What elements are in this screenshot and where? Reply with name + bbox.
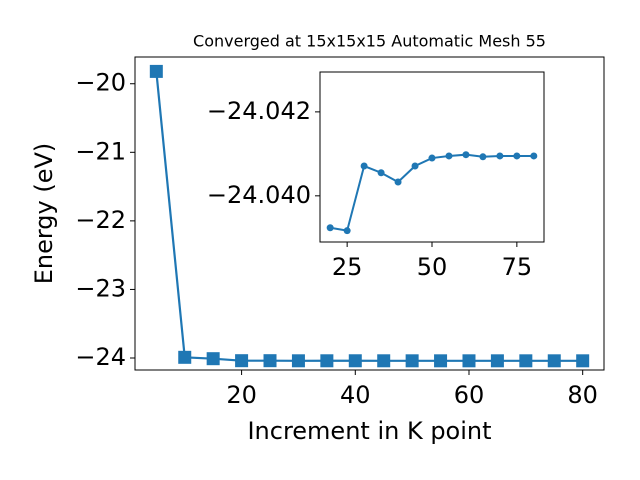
y-tick-label: −24.042 [207, 97, 311, 125]
y-tick-label: −21 [75, 137, 126, 165]
marker [149, 64, 163, 78]
marker [394, 178, 402, 186]
marker [360, 162, 368, 170]
x-axis-label: Increment in K point [247, 417, 491, 445]
marker [405, 354, 419, 368]
marker [411, 162, 419, 170]
marker [428, 154, 436, 162]
y-tick-label: −22 [75, 206, 126, 234]
marker [479, 153, 487, 161]
marker [547, 354, 561, 368]
marker [513, 152, 521, 160]
marker [445, 152, 453, 160]
marker [530, 152, 538, 160]
y-tick-label: −24 [75, 343, 126, 371]
marker [178, 350, 192, 364]
marker [326, 224, 334, 232]
x-tick-label: 80 [567, 381, 598, 409]
marker [490, 354, 504, 368]
marker [434, 354, 448, 368]
marker [377, 354, 391, 368]
marker [235, 354, 249, 368]
marker [206, 352, 220, 366]
x-tick-label: 20 [226, 381, 257, 409]
marker [348, 354, 362, 368]
marker [496, 152, 504, 160]
y-axis-label: Energy (eV) [30, 143, 58, 285]
marker [519, 354, 533, 368]
y-tick-label: −24.040 [207, 181, 311, 209]
marker [320, 354, 334, 368]
x-tick-label: 75 [502, 253, 533, 281]
x-tick-label: 50 [417, 253, 448, 281]
marker [291, 354, 305, 368]
x-tick-label: 25 [332, 253, 363, 281]
series-line [155, 71, 583, 362]
chart-title: Converged at 15x15x15 Automatic Mesh 55 [193, 32, 546, 51]
marker [576, 354, 590, 368]
y-tick-label: −23 [75, 274, 126, 302]
marker [377, 169, 385, 177]
y-tick-label: −20 [75, 69, 126, 97]
marker [263, 354, 277, 368]
marker [343, 227, 351, 235]
marker [462, 151, 470, 159]
x-tick-label: 60 [454, 381, 485, 409]
marker [462, 354, 476, 368]
x-tick-label: 40 [340, 381, 371, 409]
